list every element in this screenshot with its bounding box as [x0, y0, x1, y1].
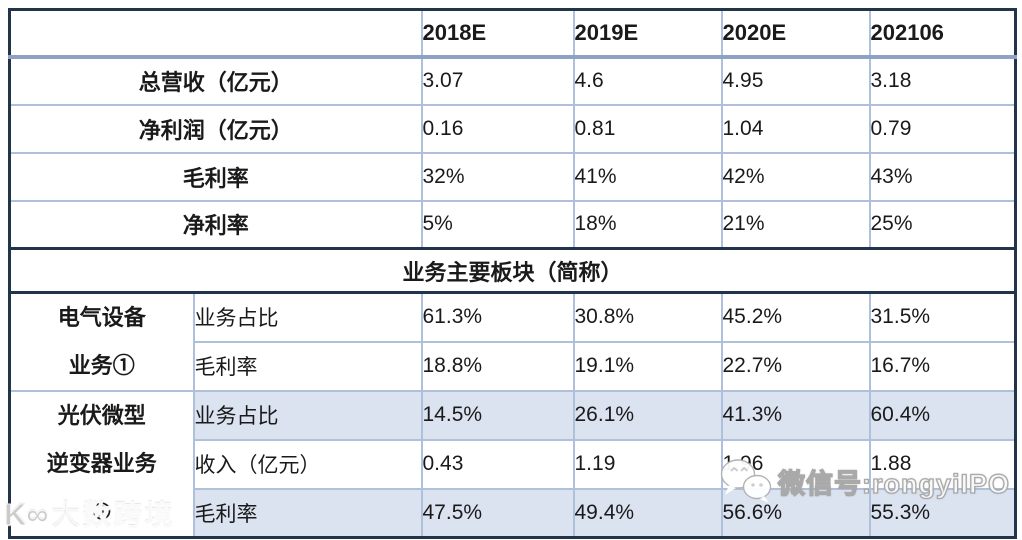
metric-value: 42%	[720, 151, 871, 202]
value-cell: 60.4%	[868, 390, 1017, 441]
value-cell: 30.8%	[572, 291, 723, 343]
value-cell: 18.8%	[420, 340, 575, 393]
metric-row-net-margin: 净利率 5% 18% 21% 25%	[8, 199, 1017, 250]
col-header-2020e: 2020E	[720, 8, 871, 59]
value-cell: 61.3%	[420, 291, 575, 343]
group-row-inverter-share: 光伏微型 逆变器业务 ② 业务占比 14.5% 26.1% 41.3% 60.4…	[8, 390, 1017, 539]
metric-label: 净利率	[8, 199, 423, 250]
group-label-electrical-equipment: 电气设备 业务①	[8, 291, 195, 392]
metric-value: 0.81	[572, 103, 723, 154]
metric-row-net-profit: 净利润（亿元） 0.16 0.81 1.04 0.79	[8, 103, 1017, 154]
sub-label: 收入（亿元）	[192, 438, 423, 490]
header-row: 2018E 2019E 2020E 202106	[8, 8, 1017, 59]
metric-value: 25%	[868, 199, 1017, 250]
sub-label: 毛利率	[192, 487, 423, 539]
group-row-inverter-revenue: 收入（亿元） 0.43 1.19 1.96 1.88	[10, 438, 1017, 490]
metric-row-revenue: 总营收（亿元） 3.07 4.6 4.95 3.18	[8, 55, 1017, 106]
section-title-row: 业务主要板块（简称）	[8, 247, 1017, 294]
value-cell: 16.7%	[868, 340, 1017, 393]
value-cell: 49.4%	[572, 487, 723, 539]
value-cell: 31.5%	[868, 291, 1017, 343]
value-cell: 47.5%	[420, 487, 575, 539]
group-label-line: 逆变器业务	[46, 451, 157, 476]
value-cell: 22.7%	[720, 340, 871, 393]
value-cell: 19.1%	[572, 340, 723, 393]
value-cell: 45.2%	[720, 291, 871, 343]
value-cell: 1.88	[868, 438, 1017, 490]
value-cell: 55.3%	[868, 487, 1017, 539]
metric-label: 毛利率	[8, 151, 423, 202]
metric-row-gross-margin: 毛利率 32% 41% 42% 43%	[8, 151, 1017, 202]
metric-value: 1.04	[720, 103, 871, 154]
corner-cell	[8, 8, 423, 59]
metric-value: 43%	[868, 151, 1017, 202]
group-row-inverter-margin: 毛利率 47.5% 49.4% 56.6% 55.3%	[10, 487, 1017, 539]
metric-value: 3.07	[420, 55, 575, 106]
metric-value: 18%	[572, 199, 723, 250]
metric-label: 总营收（亿元）	[8, 55, 423, 106]
group-label-line: ②	[91, 499, 112, 524]
metric-label: 净利润（亿元）	[8, 103, 423, 154]
col-header-202106: 202106	[868, 8, 1017, 59]
value-cell: 41.3%	[720, 390, 871, 441]
value-cell: 0.43	[420, 438, 575, 490]
sub-label: 毛利率	[192, 340, 423, 393]
financial-table: 2018E 2019E 2020E 202106 总营收（亿元） 3.07 4.…	[8, 8, 1017, 539]
metric-value: 4.95	[720, 55, 871, 106]
group-label-line: 电气设备	[57, 305, 146, 330]
group-label-line: 光伏微型	[57, 403, 146, 428]
metric-value: 4.6	[572, 55, 723, 106]
metric-value: 0.79	[868, 103, 1017, 154]
metric-value: 41%	[572, 151, 723, 202]
value-cell: 14.5%	[420, 390, 575, 441]
metric-value: 0.16	[420, 103, 575, 154]
metric-value: 21%	[720, 199, 871, 250]
metric-value: 3.18	[868, 55, 1017, 106]
sub-label: 业务占比	[192, 291, 423, 343]
col-header-2018e: 2018E	[420, 8, 575, 59]
metric-value: 32%	[420, 151, 575, 202]
value-cell: 26.1%	[572, 390, 723, 441]
value-cell: 1.19	[572, 438, 723, 490]
value-cell: 56.6%	[720, 487, 871, 539]
sub-label: 业务占比	[192, 390, 423, 441]
col-header-2019e: 2019E	[572, 8, 723, 59]
group-label-pv-micro-inverter: 光伏微型 逆变器业务 ②	[8, 390, 195, 539]
section-title: 业务主要板块（简称）	[8, 247, 1017, 294]
group-row-electrical-margin: 毛利率 18.8% 19.1% 22.7% 16.7%	[10, 340, 1017, 393]
group-row-electrical-share: 电气设备 业务① 业务占比 61.3% 30.8% 45.2% 31.5%	[8, 291, 1017, 392]
metric-value: 5%	[420, 199, 575, 250]
value-cell: 1.96	[720, 438, 871, 490]
group-label-line: 业务①	[68, 353, 135, 378]
